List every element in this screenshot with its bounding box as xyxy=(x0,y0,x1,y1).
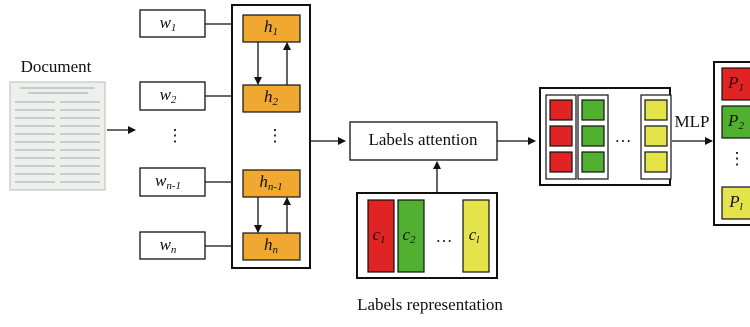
ellipsis: ⋮ xyxy=(167,126,184,145)
subscript: l xyxy=(740,201,743,213)
matrix-cells xyxy=(546,95,671,179)
subscript: l xyxy=(476,234,479,246)
ellipsis: ⋮ xyxy=(267,126,284,145)
symbol: h xyxy=(264,235,273,254)
mlp-label: MLP xyxy=(675,112,710,131)
symbol: P xyxy=(727,73,738,92)
symbol: w xyxy=(160,85,172,104)
symbol: h xyxy=(264,87,273,106)
symbol: w xyxy=(155,171,167,190)
symbol: w xyxy=(160,13,172,32)
subscript: 1 xyxy=(380,234,386,246)
subscript: 1 xyxy=(273,26,279,38)
labels-caption: Labels representation xyxy=(357,295,503,314)
subscript: n-1 xyxy=(268,181,283,193)
symbol: h xyxy=(259,172,268,191)
ellipsis: … xyxy=(436,227,453,246)
subscript: 2 xyxy=(738,120,744,132)
subscript: 2 xyxy=(171,94,177,106)
diagram: Document w1 w2 ⋮ wn-1 wn h1 h2 ⋮ hn-1 xyxy=(0,0,750,327)
subscript: 2 xyxy=(273,96,279,108)
subscript: n-1 xyxy=(166,180,181,192)
subscript: 2 xyxy=(410,234,416,246)
symbol: P xyxy=(727,111,738,130)
attention-label: Labels attention xyxy=(368,130,478,149)
document-image xyxy=(10,82,105,190)
subscript: 1 xyxy=(738,82,744,94)
subscript: n xyxy=(273,244,279,256)
document-label: Document xyxy=(21,57,92,76)
ellipsis: … xyxy=(615,127,632,146)
subscript: n xyxy=(171,244,177,256)
symbol: P xyxy=(728,192,739,211)
ellipsis: ⋮ xyxy=(729,149,746,168)
input-column: w1 w2 ⋮ wn-1 wn xyxy=(140,10,205,259)
symbol: h xyxy=(264,17,273,36)
symbol: w xyxy=(160,235,172,254)
subscript: 1 xyxy=(171,22,177,34)
